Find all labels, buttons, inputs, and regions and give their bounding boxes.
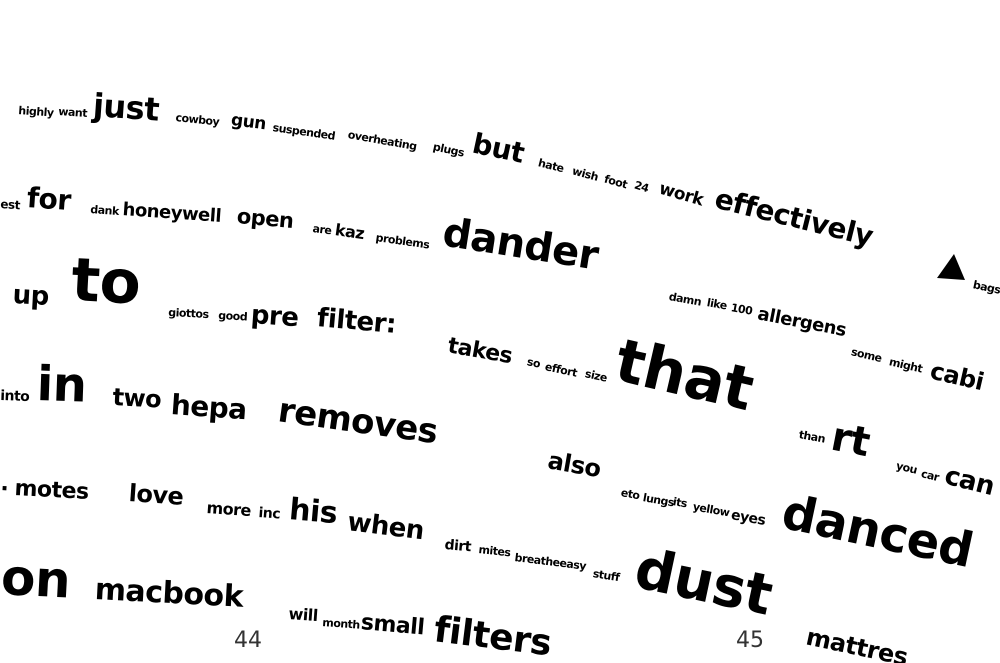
triangle-right-icon — [937, 254, 965, 280]
word-honeywell: honeywell — [121, 199, 222, 227]
word-into: into — [0, 388, 30, 406]
word-highly: highly — [17, 104, 55, 120]
word-car: car — [919, 467, 941, 484]
word-but: but — [469, 126, 528, 170]
word-up: up — [11, 280, 50, 312]
word-wish: wish — [570, 164, 600, 184]
word-will: will — [287, 604, 319, 626]
word-in: in — [35, 356, 88, 414]
word-open: open — [235, 204, 295, 233]
word-hate: hate — [536, 156, 566, 176]
word-dust: dust — [629, 536, 778, 629]
word-some: some — [849, 345, 883, 365]
word-kaz: kaz — [333, 220, 366, 244]
word-100: 100 — [729, 301, 754, 318]
word-dander: dander — [439, 209, 602, 280]
word-filter: filter: — [315, 303, 398, 340]
word-mites: mites — [477, 543, 512, 560]
word-takes: takes — [445, 333, 515, 370]
word-small: small — [359, 610, 426, 641]
word-might: might — [887, 355, 924, 376]
word-that: that — [608, 325, 760, 426]
word-month: month — [321, 616, 361, 632]
word-for: for — [25, 181, 72, 218]
word-24: 24 — [632, 178, 651, 196]
word-to: to — [69, 245, 143, 319]
word-cabi: cabi — [927, 356, 987, 397]
word-work: work — [656, 178, 706, 211]
word-on: on — [0, 548, 72, 610]
word-pre: pre — [249, 300, 300, 334]
word-you: you — [894, 459, 919, 477]
word-dot: . — [0, 471, 10, 497]
word-eyes: eyes — [729, 507, 767, 529]
word-danced: danced — [777, 484, 978, 580]
word-hepa: hepa — [169, 388, 248, 427]
word-just: just — [91, 86, 161, 129]
word-so: so — [525, 355, 542, 371]
word-want: want — [57, 105, 88, 120]
word-like: like — [705, 296, 728, 313]
word-macbook: macbook — [93, 572, 244, 615]
page-number-right: 45 — [736, 628, 764, 653]
word-its: its — [671, 495, 688, 511]
word-two: two — [111, 383, 162, 414]
word-suspended: suspended — [271, 121, 336, 143]
word-are: are — [311, 222, 333, 238]
word-than: than — [797, 428, 827, 446]
word-motes: motes — [13, 476, 90, 505]
word-more: more — [205, 498, 252, 521]
word-lungs: lungs — [641, 491, 675, 510]
page-number-left: 44 — [234, 628, 262, 653]
word-filters: filters — [431, 609, 554, 663]
word-problems: problems — [374, 231, 431, 252]
word-yellow: yellow — [691, 500, 731, 520]
word-effectively: effectively — [711, 181, 877, 254]
word-rt: rt — [827, 413, 874, 467]
word-gun: gun — [229, 110, 267, 135]
word-good: good — [217, 309, 248, 324]
word-effort: effort — [543, 360, 579, 380]
word-giottos: giottos — [167, 306, 209, 322]
word-love: love — [127, 479, 185, 511]
word-also: also — [545, 446, 603, 484]
word-can: can — [941, 460, 998, 503]
word-removes: removes — [275, 390, 441, 453]
word-stuff: stuff — [591, 567, 621, 585]
word-damn: damn — [667, 290, 703, 309]
word-dirt: dirt — [443, 537, 472, 556]
word-size: size — [583, 367, 609, 385]
word-plugs: plugs — [431, 140, 466, 160]
word-inc: inc — [257, 505, 281, 523]
word-est: est — [0, 197, 21, 213]
word-eto: eto — [619, 486, 641, 503]
word-his: his — [287, 492, 339, 532]
word-allergens: allergens — [755, 303, 848, 342]
word-mattres: mattres — [803, 622, 911, 663]
word-overheating: overheating — [346, 128, 418, 154]
word-when: when — [345, 507, 426, 547]
word-bags: bags: — [971, 278, 1000, 298]
word-breatheeasy: breatheeasy — [513, 551, 587, 573]
word-foot: foot — [602, 172, 629, 192]
word-dank: dank — [89, 203, 120, 218]
word-cowboy: cowboy — [174, 111, 220, 129]
